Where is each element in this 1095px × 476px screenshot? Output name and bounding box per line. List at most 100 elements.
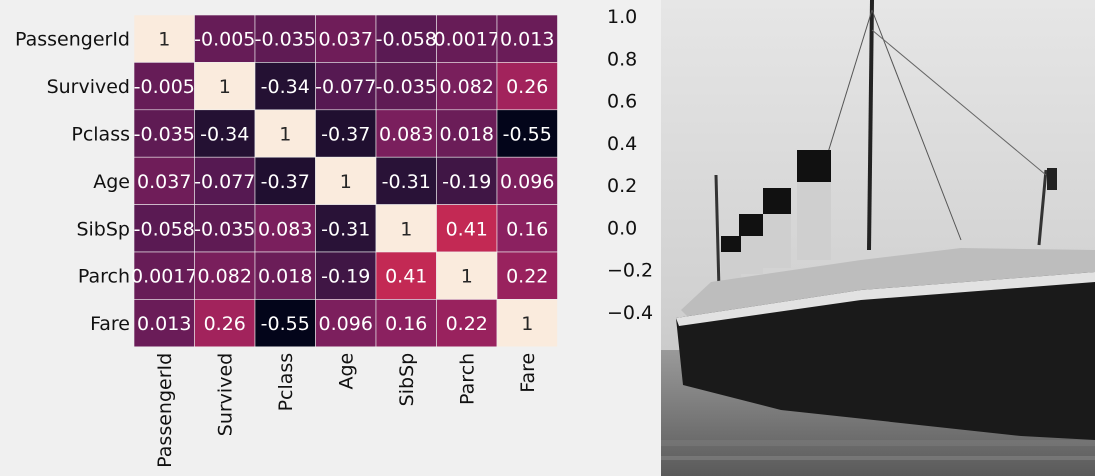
heatmap-cell-label: 0.013 (500, 29, 554, 51)
heatmap-cell-label: -0.34 (200, 124, 249, 146)
heatmap-cell (436, 156, 498, 205)
heatmap-cell-label: 1 (219, 76, 231, 98)
heatmap-cell (375, 251, 437, 300)
colorbar-tick-labels: 1.0 0.8 0.6 0.4 0.2 0.0 −0.2 −0.4 (607, 6, 653, 324)
colorbar-tick-label: 0.8 (607, 48, 637, 70)
heatmap-cell (375, 14, 437, 63)
heatmap-cell-label: 0.0017 (434, 29, 500, 51)
colorbar-tick-label: −0.2 (607, 260, 653, 282)
heatmap-cell (436, 14, 498, 63)
heatmap-cell-label: 0.018 (440, 124, 494, 146)
heatmap-cell-label: -0.077 (194, 171, 255, 193)
heatmap-cell (254, 251, 316, 300)
heatmap-cell-label: 0.41 (385, 266, 427, 288)
row-tick-label: Survived (47, 76, 130, 98)
colorbar-tick-label: 0.4 (607, 133, 637, 155)
heatmap-cell-label: 0.26 (204, 313, 246, 335)
ship-photo (661, 0, 1095, 476)
heatmap-cell (194, 156, 256, 205)
heatmap-cell (315, 299, 377, 348)
heatmap-cell-label: -0.55 (261, 313, 310, 335)
colorbar-tick-label: 0.6 (607, 91, 637, 113)
heatmap-cell-label: -0.55 (503, 124, 552, 146)
heatmap-col-labels: PassengerId Survived Pclass Age SibSp Parch Fa… (154, 353, 539, 468)
heatmap-cell-label: 0.018 (258, 266, 312, 288)
col-tick-label: PassengerId (154, 353, 176, 468)
heatmap-cell-label: 1 (400, 218, 412, 240)
heatmap-cell-label: -0.058 (134, 218, 195, 240)
colorbar-tick-label: 1.0 (607, 6, 637, 28)
heatmap-cell (436, 109, 498, 158)
heatmap-cell (133, 62, 195, 111)
heatmap-cell-label: 0.083 (379, 124, 433, 146)
heatmap-cell-label: 0.41 (446, 218, 488, 240)
row-tick-label: Fare (90, 313, 130, 335)
heatmap-cell-label: 0.096 (500, 171, 554, 193)
ship-illustration (661, 0, 1095, 476)
col-tick-label: Age (336, 353, 358, 390)
heatmap-cell-label: -0.37 (321, 124, 370, 146)
heatmap-cell (496, 299, 558, 348)
heatmap-cell (133, 109, 195, 158)
heatmap-cell-label: -0.31 (321, 218, 370, 240)
row-tick-label: Parch (78, 266, 130, 288)
heatmap-cell-label: 1 (279, 124, 291, 146)
heatmap-cell (496, 62, 558, 111)
heatmap-cell (254, 14, 316, 63)
heatmap-cell (254, 204, 316, 253)
heatmap-cell (133, 14, 195, 63)
col-tick-label: Parch (457, 353, 479, 405)
row-tick-label: SibSp (76, 218, 130, 240)
colorbar-tick-label: −0.4 (607, 302, 653, 324)
heatmap-cell-label: -0.37 (261, 171, 310, 193)
heatmap-cell-label: 0.037 (137, 171, 191, 193)
heatmap-cell (496, 156, 558, 205)
heatmap-cell-label: -0.005 (134, 76, 195, 98)
heatmap-cell-label: 0.26 (506, 76, 548, 98)
heatmap-cell (133, 204, 195, 253)
heatmap-cell (254, 62, 316, 111)
heatmap-cell-label: 0.22 (446, 313, 488, 335)
heatmap-cell-label: 0.013 (137, 313, 191, 335)
col-tick-label: SibSp (396, 353, 418, 407)
heatmap-cell-label: -0.058 (376, 29, 437, 51)
colorbar-tick-label: 0.0 (607, 217, 637, 239)
heatmap-cell (254, 109, 316, 158)
heatmap-cell (496, 251, 558, 300)
col-tick-label: Fare (517, 353, 539, 393)
heatmap-cell (436, 62, 498, 111)
heatmap-cell-label: 0.0017 (131, 266, 197, 288)
heatmap-cell-label: -0.19 (321, 266, 370, 288)
col-tick-label: Survived (215, 353, 237, 436)
heatmap-cell-label: 0.037 (319, 29, 373, 51)
heatmap-cell-label: 0.083 (258, 218, 312, 240)
heatmap-cell-label: 1 (461, 266, 473, 288)
heatmap-cell-label: 0.16 (506, 218, 548, 240)
heatmap-cell-label: -0.005 (194, 29, 255, 51)
heatmap-cell (133, 299, 195, 348)
heatmap-cell (375, 299, 437, 348)
heatmap-cell-label: -0.31 (382, 171, 431, 193)
heatmap-cell (375, 109, 437, 158)
row-tick-label: Age (93, 171, 130, 193)
heatmap-cell-label: 0.082 (198, 266, 252, 288)
heatmap-cell (315, 251, 377, 300)
heatmap-cell (194, 251, 256, 300)
heatmap-cell-label: 0.096 (319, 313, 373, 335)
heatmap-cell (315, 14, 377, 63)
heatmap-cell (315, 109, 377, 158)
heatmap-cell-label: -0.035 (134, 124, 195, 146)
heatmap-cell (496, 109, 558, 158)
heatmap-cell-label: 0.082 (440, 76, 494, 98)
heatmap-cell-label: 1 (521, 313, 533, 335)
heatmap-cell (254, 299, 316, 348)
col-tick-label: Pclass (275, 353, 297, 412)
heatmap-cell-label: 0.22 (506, 266, 548, 288)
heatmap-cell (315, 156, 377, 205)
heatmap-row-labels: PassengerId Survived Pclass Age SibSp Parch Fa… (15, 29, 130, 335)
heatmap-cell (133, 156, 195, 205)
heatmap-cell-label: -0.035 (194, 218, 255, 240)
heatmap-cell (375, 62, 437, 111)
